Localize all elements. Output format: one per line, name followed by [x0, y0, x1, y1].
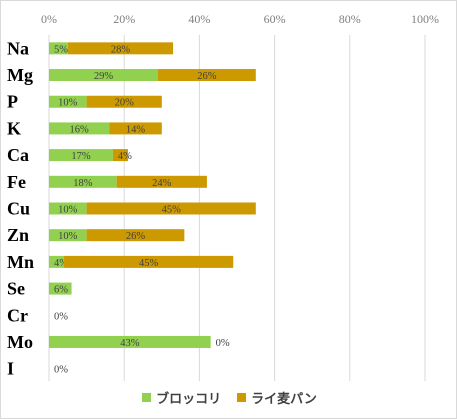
legend-item-rye-bread: ライ麦パン	[237, 388, 317, 407]
bar-cu-series-0	[49, 202, 87, 215]
data-label-zn-series-1: 26%	[126, 231, 146, 242]
x-tick-label-100: 100%	[411, 12, 439, 26]
data-label-fe-series-1: 24%	[152, 178, 172, 189]
data-label-mo-series-0: 43%	[120, 338, 140, 349]
data-label-zn-series-0: 10%	[58, 231, 78, 242]
data-label-mn-series-1: 45%	[139, 258, 159, 269]
bar-p-series-1	[86, 95, 162, 108]
bar-p-series-0	[49, 95, 87, 108]
bar-mg-series-0	[49, 69, 159, 82]
category-label-mn: Mn	[7, 252, 34, 272]
data-label-p-series-1: 20%	[115, 98, 135, 109]
bar-mg-series-1	[158, 69, 256, 82]
legend-swatch-rye-bread	[237, 392, 247, 402]
x-tick-label-60: 60%	[264, 12, 286, 26]
data-label-cu-series-1: 45%	[162, 205, 182, 216]
category-label-p: P	[7, 92, 18, 112]
bar-ca-series-1	[112, 149, 128, 162]
legend-swatch-broccoli	[142, 392, 152, 402]
legend-label-broccoli: ブロッコリ	[156, 391, 222, 407]
category-label-zn: Zn	[7, 225, 29, 245]
bar-mn-series-1	[64, 255, 234, 268]
data-label-na-series-1: 28%	[111, 44, 131, 55]
category-label-k: K	[7, 118, 21, 138]
bar-mo-series-0	[49, 335, 211, 348]
data-label-fe-series-0: 18%	[73, 178, 93, 189]
data-label-k-series-0: 16%	[69, 124, 89, 135]
data-label-cu-series-0: 10%	[58, 205, 78, 216]
bar-mn-series-0	[49, 255, 65, 268]
data-label-ca-series-1: 4%	[118, 151, 132, 162]
data-label-mg-series-0: 29%	[94, 71, 114, 82]
category-label-na: Na	[7, 38, 29, 58]
data-label-na-series-0: 5%	[54, 44, 68, 55]
data-label-k-series-1: 14%	[126, 124, 146, 135]
bar-fe-series-1	[116, 175, 207, 188]
data-label-mg-series-1: 26%	[197, 71, 217, 82]
legend-item-broccoli: ブロッコリ	[142, 388, 221, 407]
bar-k-series-1	[109, 122, 162, 135]
category-label-cu: Cu	[7, 199, 30, 219]
data-label-p-series-0: 10%	[58, 98, 78, 109]
category-label-mg: Mg	[7, 65, 33, 85]
bar-na-series-0	[49, 42, 68, 55]
x-tick-label-0: 0%	[41, 12, 57, 26]
bar-fe-series-0	[49, 175, 117, 188]
data-label-i-series-0: 0%	[54, 365, 68, 376]
bar-cu-series-1	[86, 202, 256, 215]
bar-zn-series-1	[86, 229, 185, 242]
stacked-bar-chart: 0% 20% 40% 60% 80% 100% Na 5% 28% Mg 29% 26% P 10% 20%…	[7, 12, 439, 381]
data-label-se-series-0: 6%	[54, 285, 68, 296]
category-label-cr: Cr	[7, 305, 28, 325]
category-label-se: Se	[7, 279, 25, 299]
bar-zn-series-0	[49, 229, 87, 242]
category-label-fe: Fe	[7, 172, 26, 192]
bar-ca-series-0	[49, 149, 113, 162]
x-tick-label-80: 80%	[339, 12, 361, 26]
bar-na-series-1	[67, 42, 174, 55]
legend-label-rye-bread: ライ麦パン	[251, 391, 317, 407]
data-label-ca-series-0: 17%	[71, 151, 91, 162]
category-label-i: I	[7, 359, 14, 379]
category-label-mo: Mo	[7, 332, 33, 352]
x-tick-label-40: 40%	[188, 12, 210, 26]
category-label-ca: Ca	[7, 145, 29, 165]
data-label-cr-series-0: 0%	[54, 311, 68, 322]
data-label-mn-series-0: 4%	[54, 258, 68, 269]
data-label-mo-series-1: 0%	[216, 338, 230, 349]
bar-k-series-0	[49, 122, 110, 135]
legend: ブロッコリ ライ麦パン	[1, 387, 457, 407]
x-tick-label-20: 20%	[113, 12, 135, 26]
bar-se-series-0	[49, 282, 72, 295]
